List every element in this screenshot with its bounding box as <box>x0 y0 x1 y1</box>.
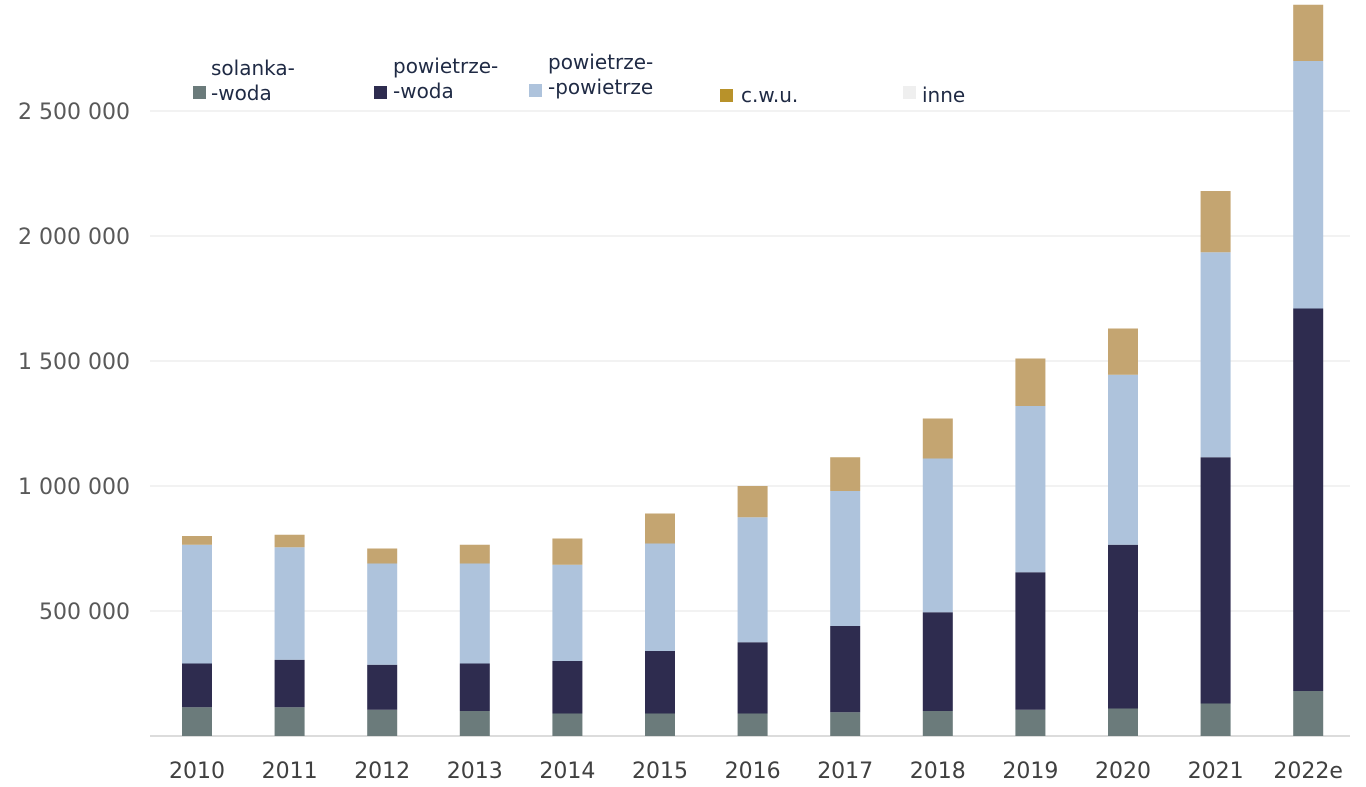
bar-segment-solanka-woda-2011 <box>274 707 305 736</box>
bar-segment-c-w-u--2018 <box>922 418 953 459</box>
bar-segment-powietrze-powietrze-2022e <box>1293 61 1324 309</box>
bar-segment-powietrze-woda-2020 <box>1108 544 1138 709</box>
bar-segment-powietrze-powietrze-2015 <box>645 543 675 651</box>
x-tick-label: 2012 <box>354 759 410 784</box>
bar-segment-solanka-woda-2013 <box>459 711 490 736</box>
legend-label: -powietrze <box>548 75 653 99</box>
bar-segment-powietrze-woda-2022e <box>1293 308 1324 691</box>
bar-segment-powietrze-powietrze-2020 <box>1108 374 1138 545</box>
bar-segment-solanka-woda-2014 <box>552 713 583 736</box>
bar-segment-powietrze-powietrze-2016 <box>737 517 768 643</box>
bar-segment-powietrze-woda-2012 <box>367 664 398 710</box>
bar-segment-solanka-woda-2010 <box>182 707 212 736</box>
x-tick-label: 2020 <box>1095 759 1151 784</box>
bar-segment-c-w-u--2016 <box>737 486 768 518</box>
bar-segment-solanka-woda-2019 <box>1015 709 1046 736</box>
bar-segment-powietrze-woda-2015 <box>645 651 675 714</box>
y-tick-label: 500 000 <box>39 600 130 625</box>
bar-segment-solanka-woda-2021 <box>1200 703 1231 736</box>
y-tick-label: 1 000 000 <box>18 475 130 500</box>
x-tick-label: 2021 <box>1188 759 1244 784</box>
bar-segment-c-w-u--2012 <box>367 548 398 564</box>
bar-segment-powietrze-powietrze-2014 <box>552 564 583 661</box>
bar-segment-powietrze-woda-2013 <box>459 663 490 711</box>
y-axis-ticks: 500 000 1 000 000 1 500 000 2 000 000 2 500 … <box>18 100 130 625</box>
x-tick-label: 2013 <box>447 759 503 784</box>
bar-segment-solanka-woda-2015 <box>645 713 675 736</box>
legend: solanka--wodapowietrze--wodapowietrze--p… <box>193 50 965 107</box>
bar-segment-solanka-woda-2020 <box>1108 708 1138 736</box>
legend-swatch <box>720 89 733 102</box>
x-tick-label: 2016 <box>725 759 781 784</box>
bar-segment-solanka-woda-2017 <box>830 712 861 736</box>
bar-segment-solanka-woda-2012 <box>367 709 398 736</box>
bar-segment-powietrze-powietrze-2018 <box>922 458 953 613</box>
bar-segment-powietrze-woda-2019 <box>1015 572 1046 710</box>
x-tick-label: 2011 <box>262 759 318 784</box>
bar-segment-powietrze-woda-2014 <box>552 661 583 714</box>
x-tick-label: 2017 <box>817 759 873 784</box>
bar-segment-c-w-u--2013 <box>459 544 490 564</box>
x-tick-label: 2022e <box>1273 759 1343 784</box>
legend-label: solanka- <box>211 56 295 80</box>
bar-segment-solanka-woda-2016 <box>737 713 768 736</box>
x-tick-label: 2010 <box>169 759 225 784</box>
bar-segment-powietrze-woda-2018 <box>922 612 953 711</box>
bar-segment-powietrze-powietrze-2017 <box>830 491 861 626</box>
bar-segment-powietrze-woda-2021 <box>1200 457 1231 704</box>
y-tick-label: 1 500 000 <box>18 350 130 375</box>
bar-segment-powietrze-powietrze-2021 <box>1200 252 1231 458</box>
bar-segment-c-w-u--2022e <box>1293 4 1324 61</box>
legend-swatch <box>374 86 387 99</box>
bars <box>182 4 1324 736</box>
legend-label: -woda <box>211 81 272 105</box>
bar-segment-powietrze-woda-2017 <box>830 626 861 713</box>
bar-segment-c-w-u--2011 <box>274 534 305 548</box>
bar-segment-powietrze-woda-2010 <box>182 663 212 708</box>
legend-swatch <box>903 86 916 99</box>
x-tick-label: 2015 <box>632 759 688 784</box>
bar-segment-solanka-woda-2018 <box>922 711 953 736</box>
legend-swatch <box>529 84 542 97</box>
x-axis-ticks: 2010 2011 2012 2013 2014 2015 2016 2017 2018 2019… <box>169 759 1343 784</box>
bar-segment-powietrze-woda-2016 <box>737 642 768 714</box>
bar-segment-powietrze-powietrze-2011 <box>274 547 305 660</box>
legend-label: inne <box>922 83 965 107</box>
bar-segment-c-w-u--2014 <box>552 538 583 565</box>
bar-segment-c-w-u--2010 <box>182 536 212 545</box>
x-tick-label: 2019 <box>1002 759 1058 784</box>
x-tick-label: 2014 <box>539 759 595 784</box>
legend-label: powietrze- <box>548 50 653 74</box>
legend-label: c.w.u. <box>741 83 798 107</box>
bar-segment-c-w-u--2021 <box>1200 191 1231 253</box>
y-tick-label: 2 000 000 <box>18 225 130 250</box>
bar-segment-powietrze-powietrze-2019 <box>1015 406 1046 573</box>
bar-segment-c-w-u--2017 <box>830 457 861 491</box>
bar-segment-solanka-woda-2022e <box>1293 691 1324 736</box>
bar-segment-powietrze-woda-2011 <box>274 659 305 708</box>
bar-segment-c-w-u--2015 <box>645 513 675 544</box>
bar-segment-c-w-u--2019 <box>1015 358 1046 406</box>
legend-swatch <box>193 86 206 99</box>
bar-segment-powietrze-powietrze-2013 <box>459 563 490 664</box>
legend-label: powietrze- <box>393 54 498 78</box>
bar-segment-c-w-u--2020 <box>1108 328 1138 375</box>
legend-label: -woda <box>393 79 454 103</box>
bar-segment-powietrze-powietrze-2012 <box>367 563 398 665</box>
y-tick-label: 2 500 000 <box>18 100 130 125</box>
x-tick-label: 2018 <box>910 759 966 784</box>
bar-segment-powietrze-powietrze-2010 <box>182 544 212 664</box>
